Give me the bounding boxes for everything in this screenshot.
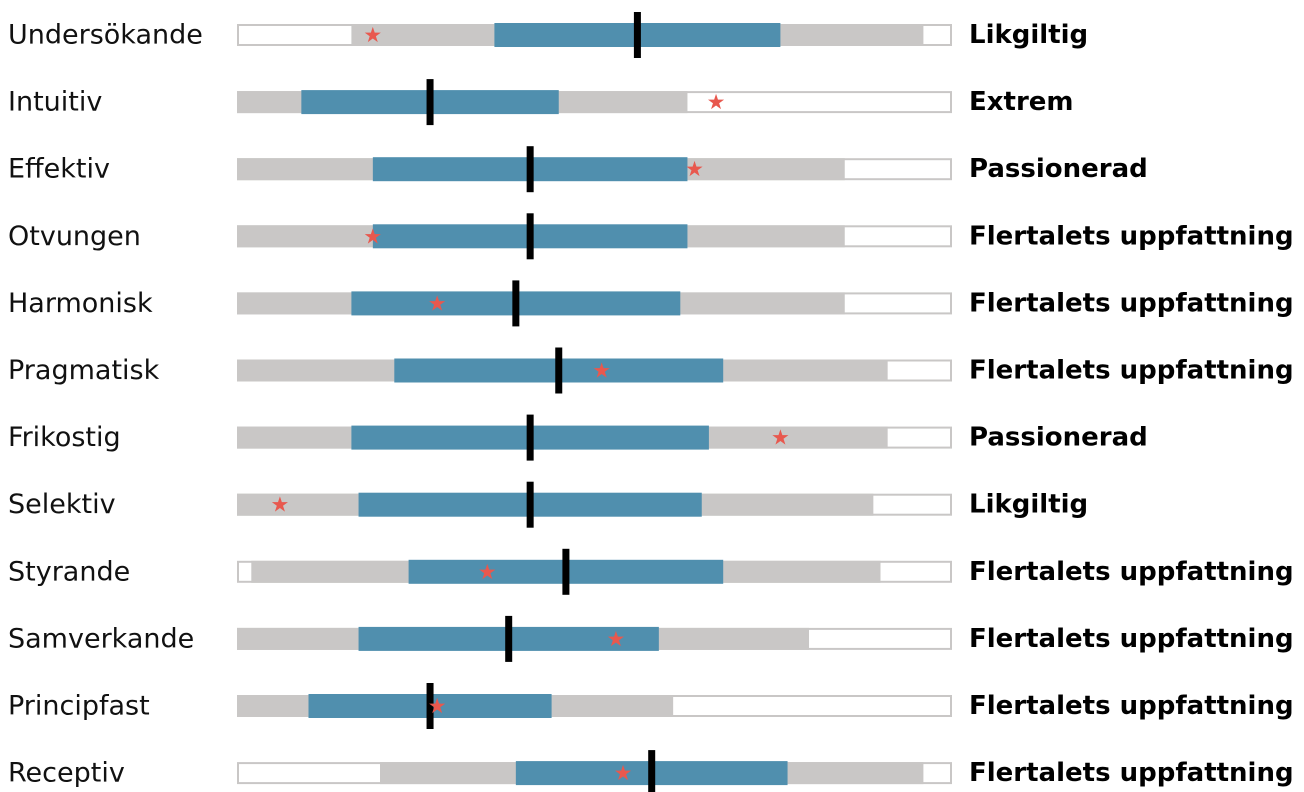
row-category: Flertalets uppfattning — [969, 758, 1294, 788]
marker-tick — [633, 12, 641, 58]
star-icon: ★ — [685, 157, 704, 181]
star-icon: ★ — [363, 224, 382, 248]
star-icon: ★ — [614, 761, 633, 785]
marker-tick — [526, 146, 534, 193]
row-label: Samverkande — [8, 623, 194, 654]
star-icon: ★ — [592, 359, 611, 383]
row-category: Flertalets uppfattning — [969, 221, 1294, 251]
star-icon: ★ — [607, 627, 626, 651]
star-icon: ★ — [771, 426, 790, 450]
star-icon: ★ — [428, 291, 447, 315]
row-category: Passionerad — [969, 154, 1148, 184]
row-category: Flertalets uppfattning — [969, 288, 1294, 318]
star-icon: ★ — [363, 23, 382, 47]
row-label: Pragmatisk — [8, 355, 160, 386]
row-label: Styrande — [8, 556, 130, 587]
marker-tick — [512, 280, 520, 327]
row-label: Principfast — [8, 691, 150, 722]
star-icon: ★ — [428, 694, 447, 718]
marker-tick — [648, 750, 656, 792]
row-category: Flertalets uppfattning — [969, 691, 1294, 721]
row-label: Effektiv — [8, 154, 110, 185]
row-label: Receptiv — [8, 758, 125, 789]
row-label: Harmonisk — [8, 288, 153, 319]
marker-tick — [426, 683, 434, 729]
row-category: Extrem — [969, 87, 1074, 117]
marker-tick — [555, 347, 563, 394]
row-category: Likgiltig — [969, 490, 1088, 520]
star-icon: ★ — [478, 560, 497, 584]
row-category: Flertalets uppfattning — [969, 557, 1294, 587]
row-label: Undersökande — [8, 20, 203, 51]
row-label: Otvungen — [8, 221, 141, 252]
marker-tick — [426, 79, 434, 126]
star-icon: ★ — [707, 90, 726, 114]
row-label: Selektiv — [8, 489, 116, 520]
row-category: Likgiltig — [969, 20, 1088, 50]
marker-tick — [505, 615, 513, 662]
row-category: Passionerad — [969, 423, 1148, 453]
row-category: Flertalets uppfattning — [969, 624, 1294, 654]
marker-tick — [526, 481, 534, 528]
star-icon: ★ — [270, 493, 289, 517]
marker-tick — [562, 548, 570, 595]
row-label: Intuitiv — [8, 87, 102, 118]
row-label: Frikostig — [8, 422, 121, 453]
row-category: Flertalets uppfattning — [969, 356, 1294, 386]
marker-tick — [526, 414, 534, 461]
marker-tick — [526, 213, 534, 260]
